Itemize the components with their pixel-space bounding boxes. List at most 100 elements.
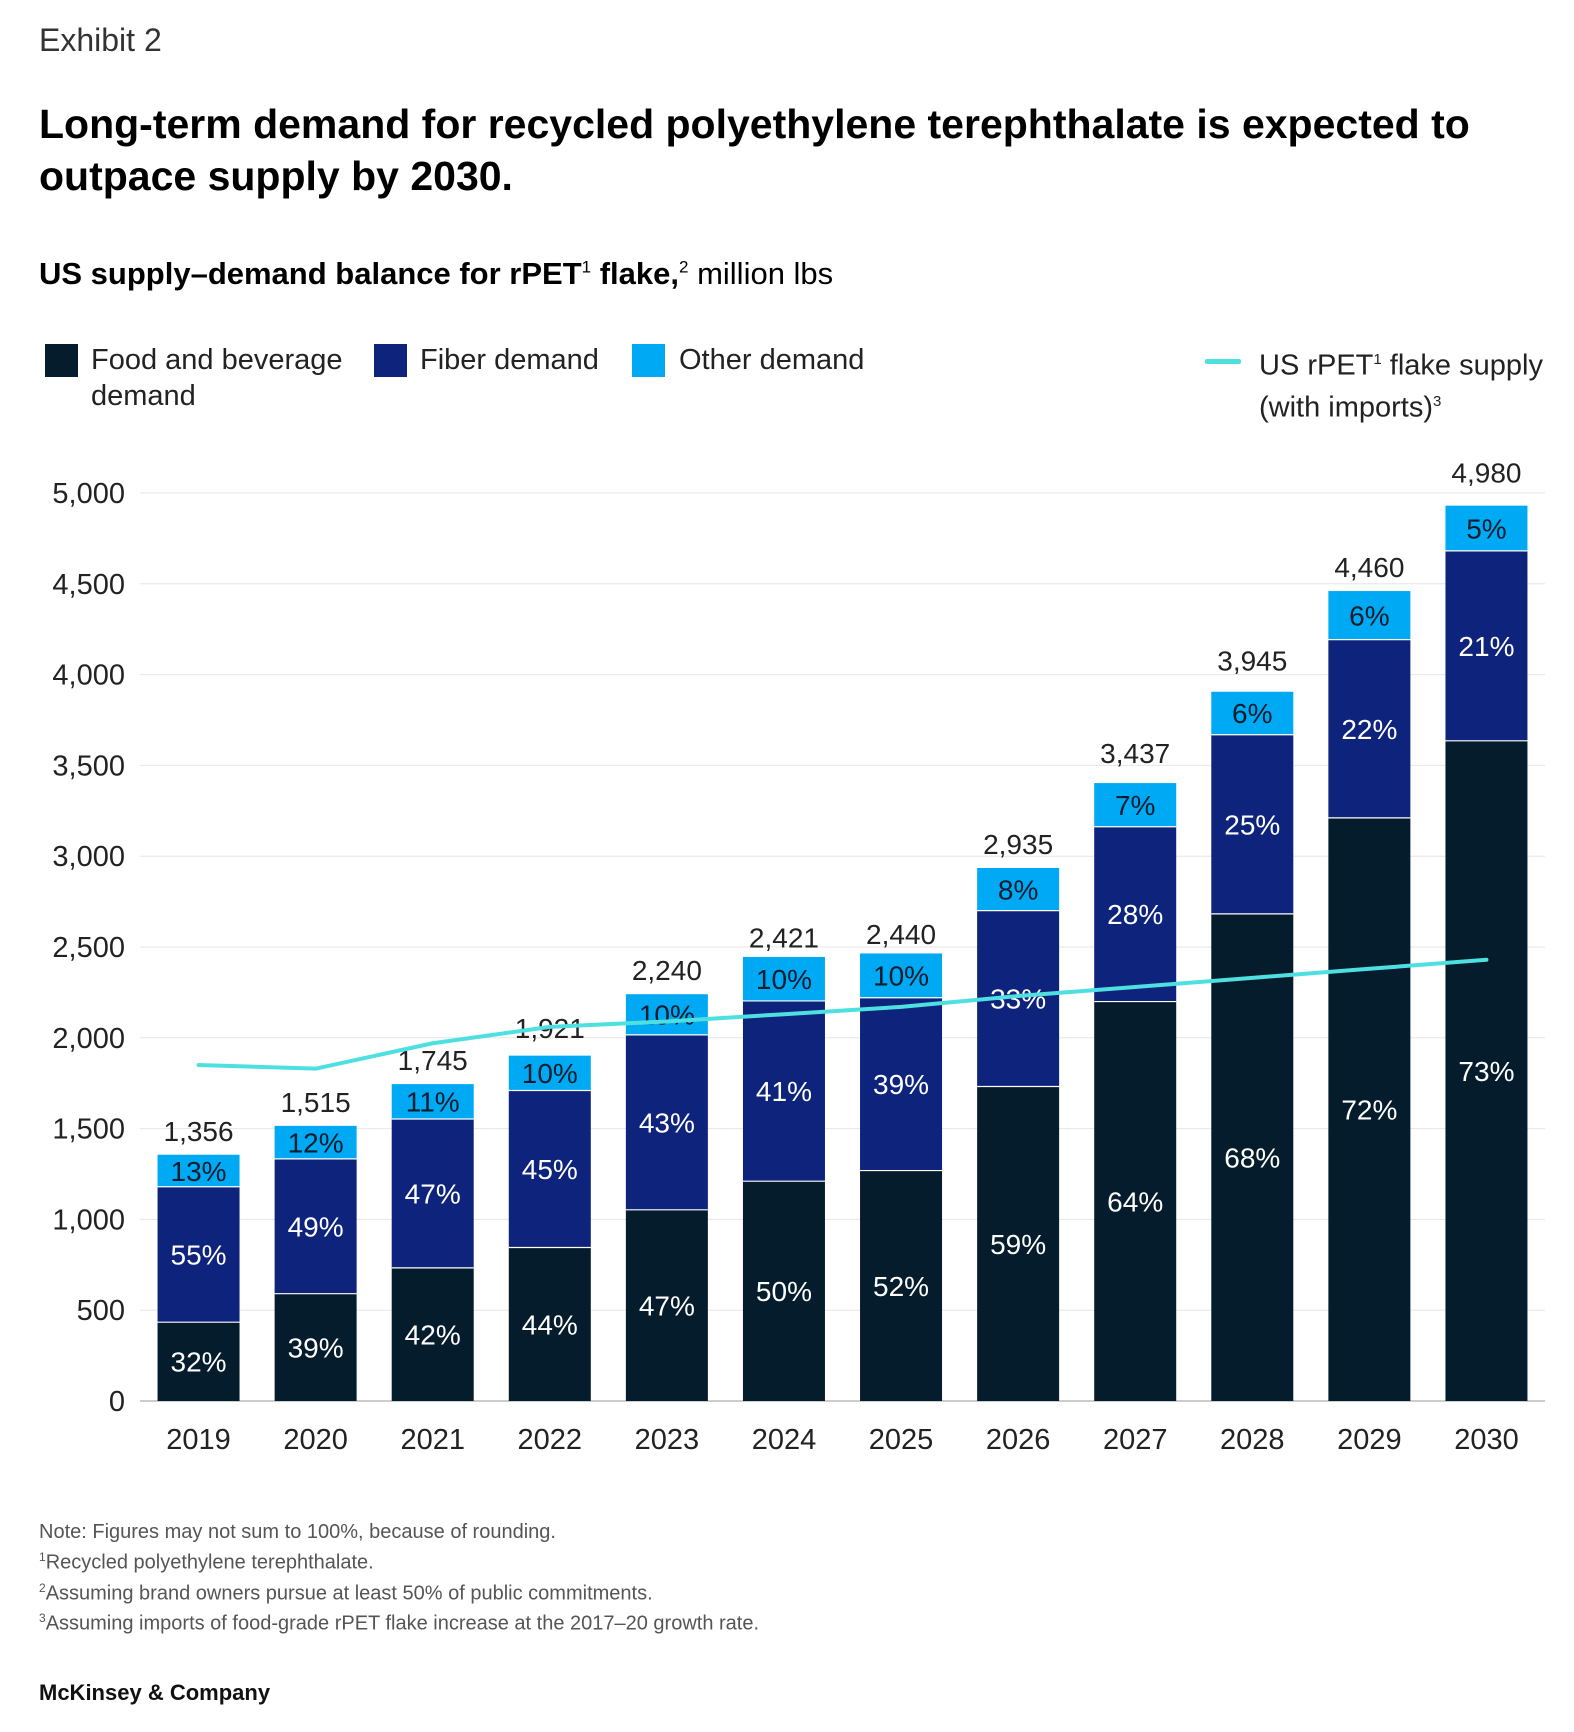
bar-other-segment [625,994,708,1035]
legend-supply-a: US rPET [1259,349,1374,382]
bar-food-segment [742,1181,825,1401]
segment-percent-label: 10% [522,1058,578,1089]
x-tick-label: 2028 [1220,1424,1285,1456]
x-tick-label: 2026 [986,1424,1051,1456]
segment-percent-label: 10% [639,1000,695,1031]
bar-other-segment [742,956,825,1001]
segment-percent-label: 45% [522,1154,578,1185]
segment-percent-label: 42% [405,1319,461,1350]
legend-other-label: Other demand [679,344,865,376]
segment-percent-label: 32% [171,1347,227,1378]
bar-food-segment [157,1322,240,1401]
bar-fiber-segment [625,1034,708,1210]
segment-percent-label: 10% [756,964,812,995]
bar-other-segment [391,1084,474,1119]
subtitle-units: million lbs [688,256,834,291]
legend-supply-c: (with imports) [1259,391,1434,424]
segment-percent-label: 68% [1224,1142,1280,1173]
x-tick-label: 2029 [1337,1424,1402,1456]
segment-percent-label: 39% [288,1332,344,1363]
bar-fiber-segment [860,997,943,1171]
bar-food-segment [977,1086,1060,1401]
subtitle-bold-2: flake, [591,256,679,291]
exhibit-label: Exhibit 2 [39,22,162,58]
y-tick-label: 5,000 [52,478,125,510]
segment-percent-label: 52% [873,1271,929,1302]
x-tick-label: 2023 [635,1424,700,1456]
y-tick-label: 3,000 [52,841,125,873]
subtitle-sup-2: 2 [679,257,689,277]
bar-fiber-segment [1445,550,1528,741]
segment-percent-label: 47% [405,1178,461,1209]
bar-other-segment [1328,591,1411,640]
segment-percent-label: 39% [873,1069,929,1100]
segment-percent-label: 41% [756,1076,812,1107]
x-tick-label: 2019 [166,1424,231,1456]
segment-percent-label: 28% [1107,899,1163,930]
bar-total-label: 3,437 [1100,738,1170,769]
legend-supply-b: flake supply [1381,349,1543,382]
segment-percent-label: 49% [288,1211,344,1242]
segment-percent-label: 50% [756,1276,812,1307]
segment-percent-label: 72% [1341,1094,1397,1125]
x-tick-label: 2024 [752,1424,817,1456]
bar-food-segment [625,1209,708,1401]
subtitle-sup-1: 1 [581,257,592,277]
segment-percent-label: 12% [288,1127,344,1158]
chart-title: Long-term demand for recycled polyethyle… [39,101,1470,199]
y-tick-label: 4,500 [52,569,125,601]
bar-food-segment [508,1247,591,1401]
y-tick-label: 500 [77,1295,125,1327]
x-tick-label: 2021 [400,1424,465,1456]
stacked-bar-chart: 0 500 1,000 1,500 2,000 2,500 3,000 3,500 4,000 4… [52,458,1545,1456]
legend-other-swatch [632,344,665,377]
bar-food-segment [391,1267,474,1401]
bar-other-segment [508,1055,591,1091]
bar-food-segment [1328,817,1411,1401]
legend-supply-label: US rPET1 flake supply (with imports)3 [1259,342,1543,425]
bar-food-segment [274,1293,357,1401]
segment-percent-label: 25% [1224,809,1280,840]
bar-total-label: 2,421 [749,922,819,953]
brand-logo-text: McKinsey & Company [39,1680,271,1705]
segment-percent-label: 22% [1341,714,1397,745]
bar-fiber-segment [742,1000,825,1182]
segment-percent-label: 8% [998,874,1038,905]
footnote-1-num: 1 [39,1550,46,1564]
legend-food-label: Food and beverage demand [91,344,343,412]
bar-other-segment [1094,783,1177,827]
legend-fiber-label: Fiber demand [420,344,599,376]
bar-other-segment [157,1154,240,1187]
bar-total-label: 1,356 [164,1116,234,1147]
legend-supply-sup: 1 [1373,351,1382,368]
x-tick-label: 2027 [1103,1424,1168,1456]
y-tick-label: 1,000 [52,1204,125,1236]
bar-other-segment [1211,691,1294,735]
x-tick-label: 2022 [518,1424,583,1456]
footnote-1: 1Recycled polyethylene terephthalate. [39,1545,759,1576]
note-rounding: Note: Figures may not sum to 100%, becau… [39,1521,556,1543]
segment-percent-label: 47% [639,1290,695,1321]
x-tick-label: 2025 [869,1424,934,1456]
segment-percent-label: 5% [1466,513,1506,544]
bar-fiber-segment [391,1118,474,1268]
segment-percent-label: 59% [990,1229,1046,1260]
bar-other-segment [1445,505,1528,551]
footnote-3-num: 3 [39,1611,46,1626]
footnote-1-text: Recycled polyethylene terephthalate. [45,1551,374,1574]
segment-percent-label: 7% [1115,790,1155,821]
y-tick-label: 4,000 [52,660,125,692]
bar-fiber-segment [274,1158,357,1294]
legend-supply-swatch [1205,359,1241,364]
footnote-3: 3Assuming imports of food-grade rPET fla… [39,1606,759,1637]
bar-other-segment [274,1125,357,1159]
bar-total-label: 4,980 [1451,458,1521,489]
segment-percent-label: 64% [1107,1186,1163,1217]
segment-percent-label: 43% [639,1107,695,1138]
bar-food-segment [1211,913,1294,1401]
footnote-2-num: 2 [39,1580,46,1595]
bar-total-label: 3,945 [1217,646,1287,677]
bar-fiber-segment [1094,826,1177,1002]
bar-total-label: 2,935 [983,829,1053,860]
bar-total-label: 4,460 [1334,552,1404,583]
